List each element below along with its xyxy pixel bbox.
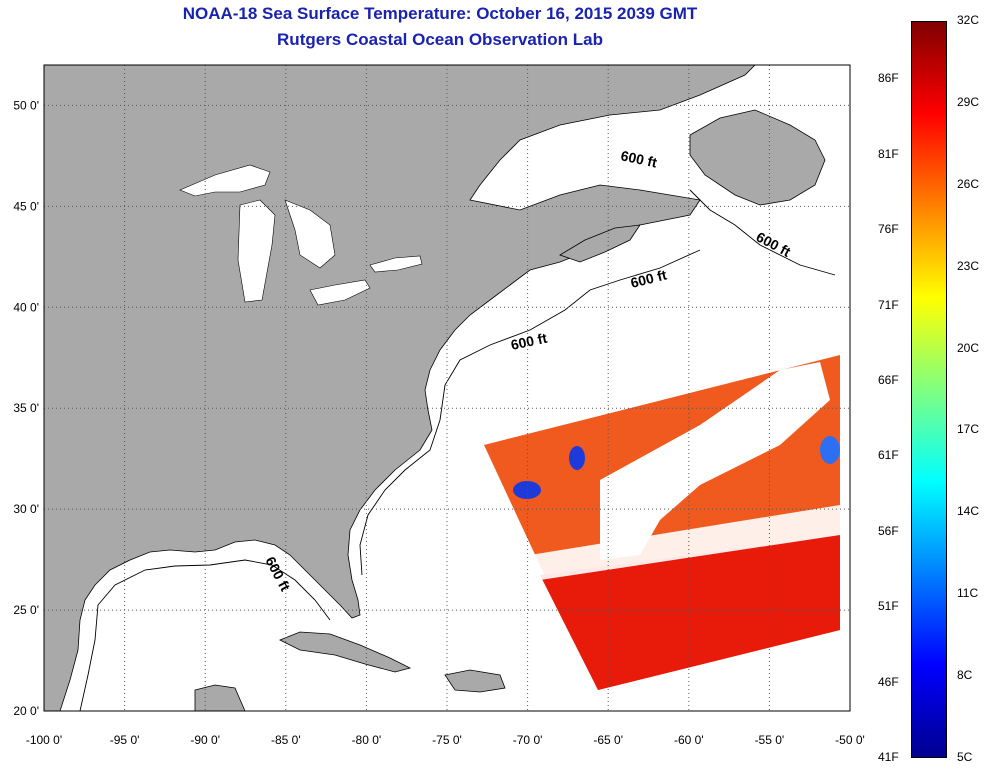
lon-tick-label: -65 0' (593, 733, 623, 747)
sst-cloud-stripes (530, 505, 840, 580)
lon-tick-label: -85 0' (271, 733, 301, 747)
lat-tick-label: 45 0' (13, 199, 39, 213)
isobath-600ft (79, 189, 836, 711)
colorbar-fahrenheit-label: 46F (878, 674, 899, 689)
colorbar-celsius-label: 17C (957, 422, 980, 437)
lon-tick-label: -60 0' (674, 733, 704, 747)
sst-cold-patch-2 (569, 446, 585, 470)
longitude-axis: -100 0' -95 0' -90 0' -85 0' -80 0' -75 0' -70… (26, 733, 865, 747)
lat-tick-label: 40 0' (13, 300, 39, 314)
colorbar-celsius-label: 14C (957, 504, 980, 519)
land-yucatan (194, 684, 246, 711)
colorbar-fahrenheit-label: 66F (878, 373, 899, 387)
colorbar-fahrenheit-label: 86F (878, 71, 899, 86)
temperature-colorbar (911, 21, 947, 758)
land-hispaniola (444, 669, 506, 693)
lon-tick-label: -80 0' (352, 733, 382, 747)
land-north-america (44, 65, 756, 711)
lon-tick-label: -50 0' (835, 733, 865, 747)
colorbar-celsius-label: 8C (957, 668, 973, 683)
latitude-axis: 20 0' 25 0' 30 0' 35 0' 40 0' 45 0' 50 0' (13, 98, 39, 718)
lon-tick-label: -70 0' (513, 733, 543, 747)
sst-map: -100 0' -95 0' -90 0' -85 0' -80 0' -75 0' -70… (13, 64, 865, 747)
map-subtitle: Rutgers Coastal Ocean Observation Lab (277, 30, 603, 49)
colorbar-fahrenheit-label: 41F (878, 750, 899, 764)
colorbar-celsius-label: 29C (957, 94, 980, 109)
colorbar-celsius-label: 32C (957, 13, 980, 27)
lon-tick-label: -75 0' (432, 733, 462, 747)
colorbar-fahrenheit-label: 51F (878, 599, 899, 614)
isobath-label: 600 ft (509, 330, 548, 353)
land-nova-scotia (559, 224, 641, 263)
colorbar-fahrenheit-label: 76F (878, 222, 899, 237)
colorbar-fahrenheit-label: 71F (878, 297, 899, 312)
colorbar-celsius-label: 11C (957, 586, 979, 601)
colorbar-celsius-label: 23C (957, 258, 980, 273)
sst-cold-patch-3 (820, 436, 840, 464)
lon-tick-label: -90 0' (190, 733, 220, 747)
lat-tick-label: 20 0' (13, 704, 39, 718)
isobath-label: 600 ft (619, 147, 658, 170)
great-lakes (179, 164, 423, 306)
sst-warm-band (540, 535, 840, 690)
colorbar-fahrenheit-label: 56F (878, 523, 899, 538)
colorbar-fahrenheit-label: 81F (878, 146, 899, 161)
lat-tick-label: 30 0' (13, 502, 39, 516)
colorbar-celsius-label: 5C (957, 750, 973, 764)
map-title: NOAA-18 Sea Surface Temperature: October… (182, 4, 698, 23)
colorbar-fahrenheit-label: 61F (878, 448, 899, 463)
lon-tick-label: -100 0' (26, 733, 62, 747)
lat-tick-label: 35 0' (13, 401, 39, 415)
lat-tick-label: 50 0' (13, 98, 39, 112)
sst-cloud-mask (600, 362, 830, 560)
colorbar-celsius-label: 26C (957, 176, 980, 191)
land-newfoundland (689, 109, 826, 206)
map-frame (43, 64, 851, 712)
colorbar-celsius-label: 20C (957, 340, 980, 355)
sst-cold-patch (513, 481, 541, 499)
lon-tick-label: -55 0' (755, 733, 785, 747)
lat-tick-label: 25 0' (13, 603, 39, 617)
lon-tick-label: -95 0' (110, 733, 140, 747)
land-cuba (279, 631, 412, 673)
